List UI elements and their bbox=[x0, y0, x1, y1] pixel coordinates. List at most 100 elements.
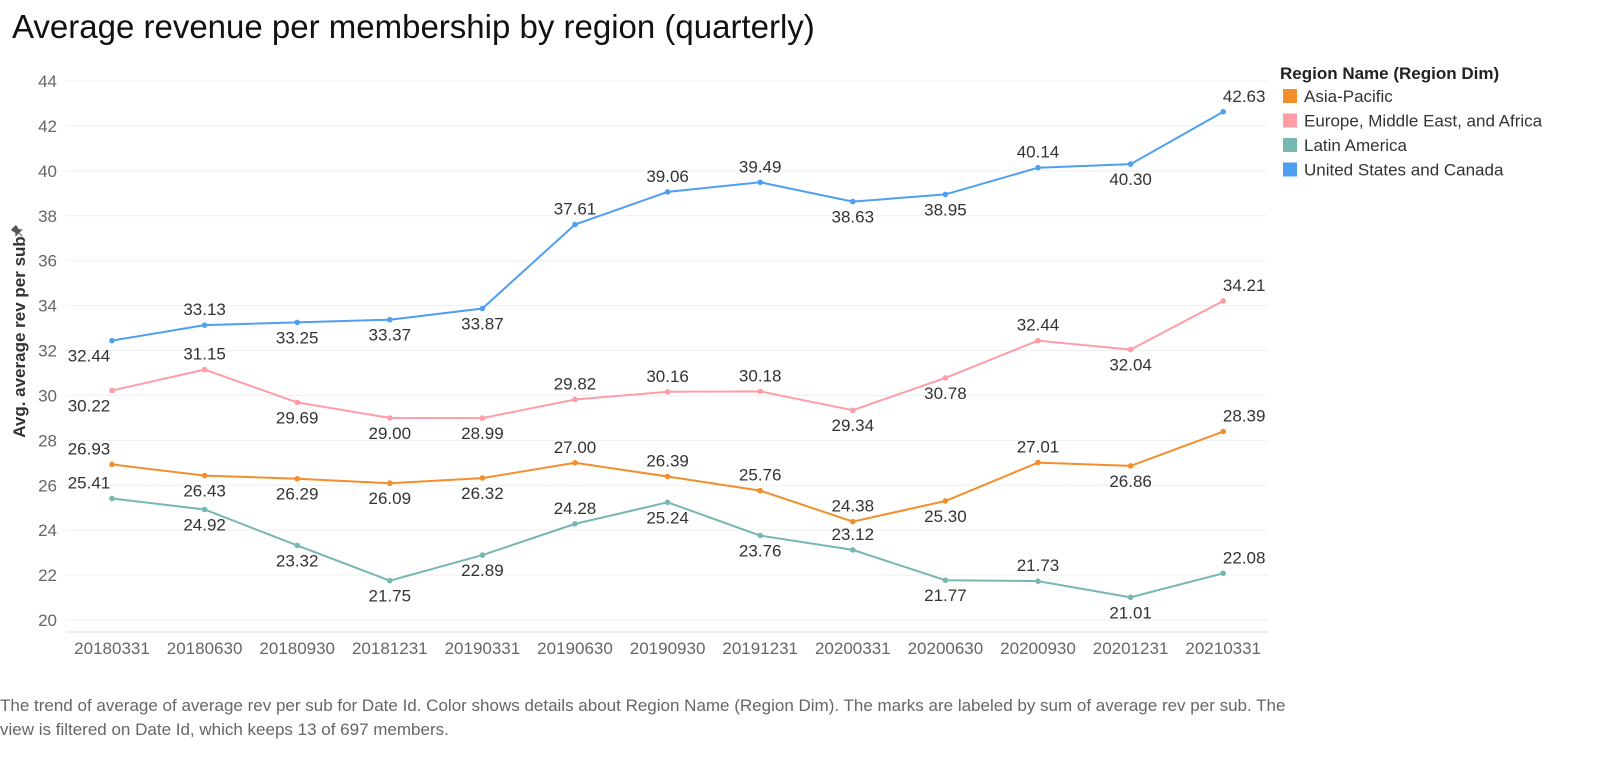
y-tick-label: 42 bbox=[38, 117, 57, 136]
data-label: 33.13 bbox=[183, 300, 226, 319]
data-point bbox=[109, 495, 115, 502]
data-label: 25.30 bbox=[924, 507, 967, 526]
data-label: 30.18 bbox=[739, 366, 782, 385]
data-point bbox=[942, 191, 949, 198]
data-label: 24.92 bbox=[183, 516, 226, 535]
data-point bbox=[479, 475, 486, 481]
data-label: 26.32 bbox=[461, 484, 504, 503]
data-point bbox=[572, 521, 578, 527]
data-label: 30.16 bbox=[646, 367, 689, 386]
data-point bbox=[1035, 459, 1041, 466]
x-tick-label: 20180331 bbox=[74, 639, 150, 658]
data-point bbox=[479, 305, 486, 312]
y-tick-label: 26 bbox=[38, 476, 57, 495]
data-label: 26.39 bbox=[646, 451, 689, 470]
data-label: 23.12 bbox=[832, 525, 875, 544]
data-label: 21.77 bbox=[924, 586, 967, 605]
data-label: 28.39 bbox=[1223, 407, 1266, 426]
legend-entry[interactable]: Latin America bbox=[1304, 136, 1408, 155]
data-label: 29.34 bbox=[832, 416, 875, 435]
x-tick-label: 20190630 bbox=[537, 639, 613, 658]
data-label: 26.43 bbox=[183, 482, 226, 501]
data-label: 21.01 bbox=[1109, 603, 1152, 622]
data-label: 26.29 bbox=[276, 485, 319, 504]
legend-entry[interactable]: Asia-Pacific bbox=[1304, 87, 1393, 106]
data-point bbox=[850, 407, 856, 414]
data-label: 32.44 bbox=[1017, 316, 1060, 335]
data-point bbox=[1127, 346, 1134, 353]
y-tick-label: 40 bbox=[38, 162, 57, 181]
y-tick-label: 30 bbox=[38, 386, 57, 405]
x-tick-label: 20190331 bbox=[445, 639, 521, 658]
y-tick-label: 32 bbox=[38, 342, 57, 361]
legend-entry[interactable]: Europe, Middle East, and Africa bbox=[1304, 112, 1543, 131]
y-tick-label: 24 bbox=[38, 521, 57, 540]
legend-swatch bbox=[1283, 113, 1297, 128]
y-tick-label: 20 bbox=[38, 611, 57, 630]
data-point bbox=[664, 499, 671, 506]
data-label: 26.86 bbox=[1109, 472, 1152, 491]
data-point bbox=[1035, 578, 1041, 584]
data-point bbox=[1220, 428, 1226, 435]
y-tick-label: 44 bbox=[38, 72, 57, 91]
data-label: 28.99 bbox=[461, 424, 504, 443]
data-point bbox=[294, 475, 301, 482]
data-point bbox=[479, 415, 486, 421]
pin-icon bbox=[10, 224, 23, 237]
data-label: 32.04 bbox=[1109, 356, 1152, 375]
x-tick-label: 20190930 bbox=[630, 639, 706, 658]
data-label: 27.00 bbox=[554, 438, 597, 457]
x-tick-label: 20181231 bbox=[352, 639, 428, 658]
data-point bbox=[1220, 570, 1226, 577]
data-point bbox=[201, 366, 208, 373]
data-label: 23.32 bbox=[276, 551, 319, 570]
y-tick-label: 38 bbox=[38, 207, 57, 226]
data-point bbox=[201, 472, 208, 479]
data-label: 25.76 bbox=[739, 466, 782, 485]
data-point bbox=[387, 316, 393, 323]
data-point bbox=[942, 498, 949, 504]
data-point bbox=[757, 388, 763, 395]
data-point bbox=[572, 396, 578, 403]
data-label: 26.09 bbox=[369, 489, 412, 508]
data-point bbox=[201, 322, 208, 328]
data-point bbox=[387, 577, 393, 584]
legend-entry[interactable]: United States and Canada bbox=[1304, 161, 1504, 180]
data-label: 31.15 bbox=[183, 345, 226, 364]
data-label: 23.76 bbox=[739, 542, 782, 561]
legend-swatch bbox=[1283, 89, 1297, 103]
data-label: 29.00 bbox=[369, 424, 412, 443]
data-label: 22.89 bbox=[461, 561, 504, 580]
data-label: 38.95 bbox=[924, 200, 967, 219]
data-point bbox=[572, 459, 578, 466]
data-label: 34.21 bbox=[1223, 276, 1266, 295]
y-axis-title: Avg. average rev per sub bbox=[10, 236, 29, 438]
x-tick-label: 20200331 bbox=[815, 639, 891, 658]
data-label: 26.93 bbox=[68, 439, 111, 458]
chart-caption: The trend of average of average rev per … bbox=[0, 696, 1286, 739]
data-labels: 26.93 26.43 26.29 26.09 26.32 27.00 26.39 25.76… bbox=[68, 87, 1266, 623]
data-label: 21.75 bbox=[369, 587, 412, 606]
data-point bbox=[1035, 164, 1041, 171]
data-point bbox=[294, 542, 301, 549]
data-point bbox=[479, 552, 486, 558]
data-point bbox=[1127, 594, 1134, 601]
data-point bbox=[387, 480, 393, 487]
y-tick-label: 22 bbox=[38, 566, 57, 585]
data-point bbox=[109, 337, 115, 344]
data-label: 29.69 bbox=[276, 408, 319, 427]
data-label: 33.37 bbox=[369, 326, 412, 345]
data-label: 40.30 bbox=[1109, 170, 1152, 189]
data-label: 32.44 bbox=[68, 347, 111, 366]
data-point bbox=[201, 506, 208, 513]
data-point bbox=[294, 399, 301, 406]
data-label: 21.73 bbox=[1017, 556, 1060, 575]
data-label: 38.63 bbox=[832, 208, 875, 227]
data-label: 30.78 bbox=[924, 384, 967, 403]
axes: 20 22 24 26 28 30 32 34 36 38 40 42 44 20180331 201806… bbox=[10, 72, 1268, 658]
data-point bbox=[1127, 463, 1134, 469]
data-points bbox=[109, 108, 1226, 601]
data-label: 39.49 bbox=[739, 157, 782, 176]
data-point bbox=[942, 577, 949, 584]
data-point bbox=[1220, 298, 1226, 304]
